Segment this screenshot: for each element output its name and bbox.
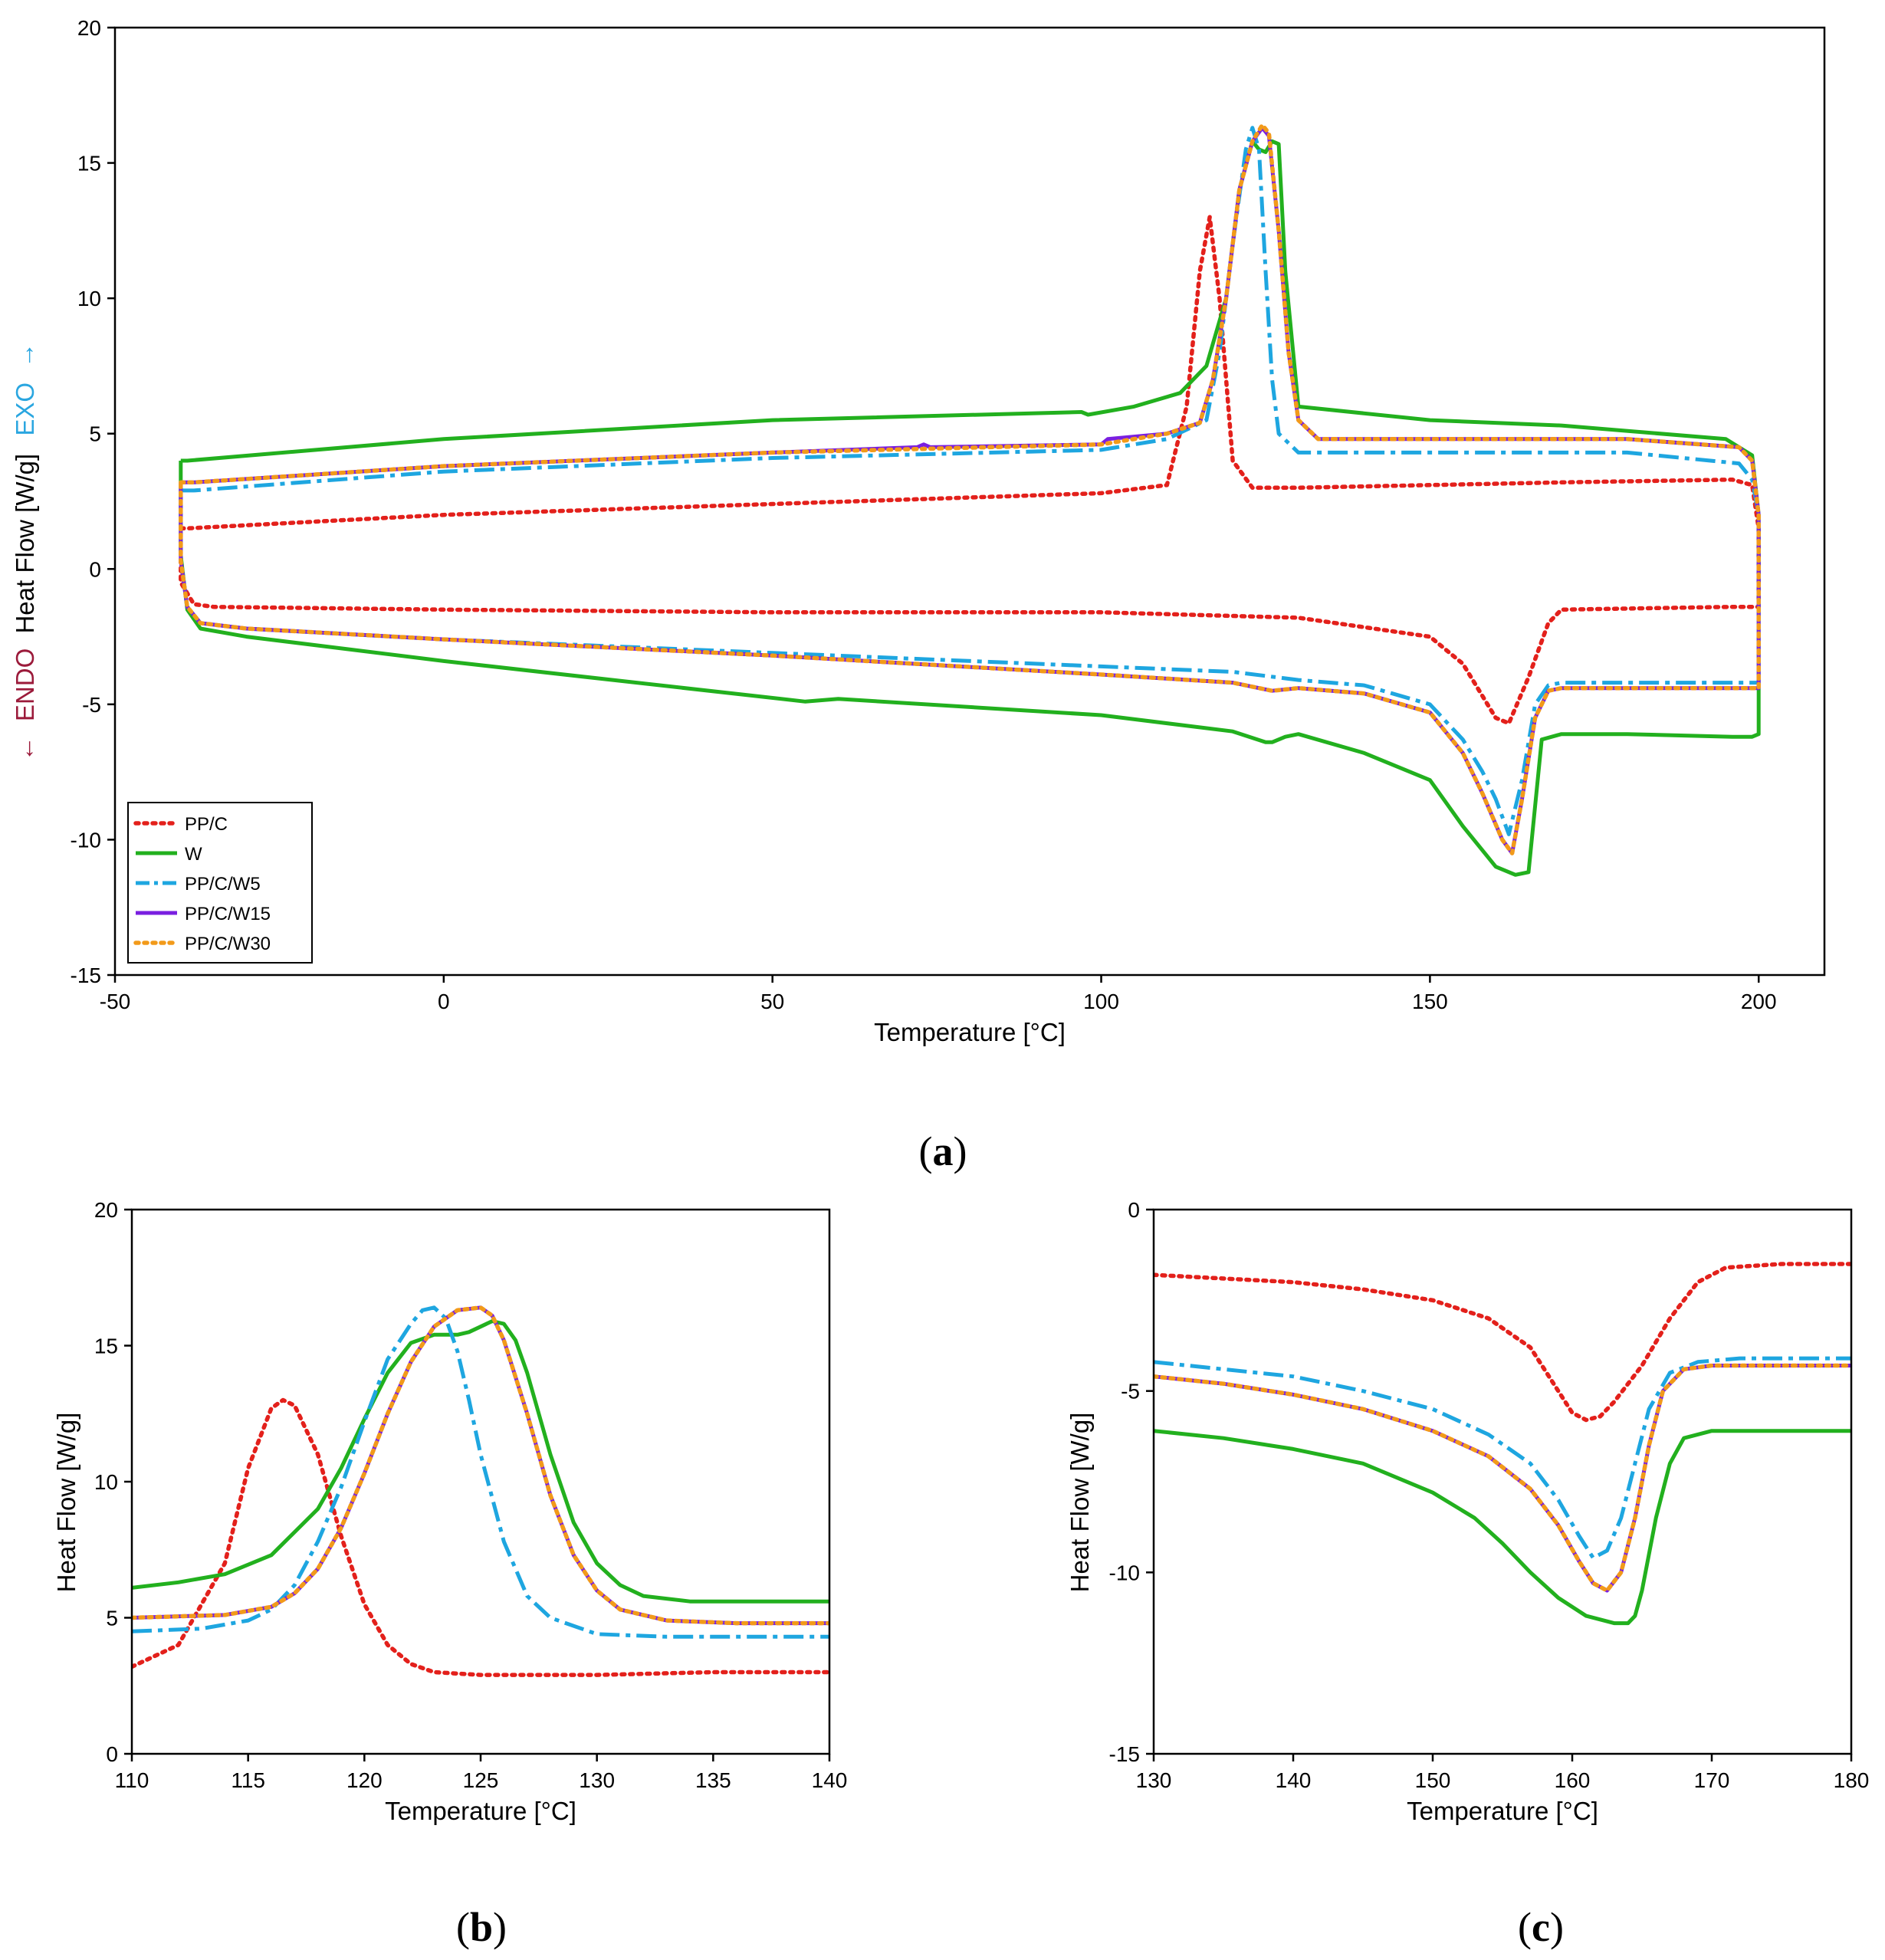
ylabel-a-endo-arrow: ← (11, 736, 39, 761)
x-tick-label-a: -50 (100, 990, 130, 1013)
legend: PP/C W PP/C/W5 PP/C/W15 PP/C/W30 (127, 802, 313, 964)
legend-label-pp-c-w5: PP/C/W5 (185, 874, 261, 895)
panel-label-b: (b) (456, 1904, 507, 1950)
y-tick-label-a: -10 (71, 828, 101, 852)
plot-frame-a (113, 26, 1826, 977)
y-tick-label-b: 0 (106, 1742, 118, 1766)
y-tick-label-a: 10 (77, 287, 101, 310)
legend-label-pp-c-w15: PP/C/W15 (185, 904, 271, 924)
y-tick-label-a: 5 (89, 422, 101, 446)
x-tick-label-b: 125 (463, 1768, 499, 1792)
y-tick-label-b: 15 (94, 1335, 118, 1358)
series-line-pp-c-c (1154, 1262, 1851, 1423)
series-line-pp-c-w15-b (132, 1305, 829, 1626)
series-line-w-a (179, 139, 1761, 877)
x-tick-label-c: 140 (1276, 1768, 1312, 1792)
x-tick-label-c: 180 (1834, 1768, 1870, 1792)
ylabel-a-heat-flow: Heat Flow [W/g] (11, 454, 39, 634)
x-tick-label-c: 160 (1555, 1768, 1591, 1792)
series-line-pp-c-w15-a (179, 126, 1761, 855)
xlabel-c: Temperature [°C] (1407, 1797, 1598, 1825)
x-tick-label-c: 170 (1694, 1768, 1730, 1792)
y-tick-label-c: -10 (1109, 1561, 1140, 1584)
chart-b: 110 115 120 125 130 135 140 0 5 10 15 20 Temperature… (94, 1198, 848, 1825)
series-line-pp-c-w5-c (1154, 1356, 1851, 1560)
legend-label-pp-c: PP/C (185, 814, 228, 835)
ylabel-b: Heat Flow [W/g] (52, 1413, 80, 1593)
series-line-pp-c-w5-a (179, 126, 1761, 836)
series-line-w-c (1154, 1429, 1851, 1626)
y-tick-label-b: 20 (94, 1198, 118, 1222)
legend-box (127, 802, 313, 964)
x-tick-label-a: 50 (760, 990, 784, 1013)
y-tick-label-c: -5 (1121, 1380, 1140, 1404)
ylabel-a: ← ENDO Heat Flow [W/g] EXO → (11, 343, 39, 761)
panel-label-c: (c) (1518, 1904, 1564, 1950)
y-tick-label-a: 15 (77, 152, 101, 176)
series-line-pp-c-w5-b (132, 1305, 829, 1639)
y-tick-label-a: 0 (89, 557, 101, 581)
x-tick-label-b: 115 (231, 1768, 265, 1792)
y-tick-label-b: 10 (94, 1470, 118, 1494)
chart-a: -50 0 50 100 150 200-15-10-505101520Temperatu… (71, 16, 1826, 1046)
x-tick-label-a: 0 (438, 990, 450, 1013)
y-tick-label-c: 0 (1128, 1198, 1140, 1222)
xlabel-a: Temperature [°C] (874, 1018, 1066, 1046)
y-tick-label-c: -15 (1109, 1742, 1140, 1766)
series-line-pp-c-a (179, 215, 1761, 726)
plot-frame-c (1152, 1208, 1853, 1755)
x-tick-label-c: 130 (1136, 1768, 1172, 1792)
x-tick-label-b: 135 (695, 1768, 731, 1792)
y-tick-label-b: 5 (106, 1607, 118, 1630)
series-line-pp-c-w30-c (1154, 1363, 1851, 1593)
series-line-pp-c-w30-a (179, 123, 1761, 855)
x-tick-label-a: 150 (1412, 990, 1448, 1013)
x-tick-label-a: 200 (1741, 990, 1777, 1013)
series-line-w-b (132, 1319, 829, 1604)
series-line-pp-c-w30-b (132, 1305, 829, 1626)
x-tick-label-b: 110 (115, 1768, 149, 1792)
ylabel-a-exo-arrow: → (11, 343, 39, 368)
series-line-pp-c-w15-c (1154, 1364, 1851, 1593)
ylabel-a-endo: ENDO (11, 648, 39, 721)
x-tick-label-b: 130 (579, 1768, 615, 1792)
ylabel-a-exo: EXO (11, 382, 39, 436)
legend-label-pp-c-w30: PP/C/W30 (185, 934, 271, 954)
svg-text:← ENDO Heat Flow [: ← ENDO Heat Flow [W/g] EXO → (11, 343, 39, 761)
x-tick-label-a: 100 (1083, 990, 1119, 1013)
chart-c: 130 140 150 160 170 180 -15 -10 -5 0 Temperature [… (1109, 1198, 1870, 1825)
y-tick-label-a: -5 (82, 693, 101, 717)
legend-label-w: W (185, 844, 202, 865)
series-line-pp-c-b (132, 1397, 829, 1677)
x-tick-label-c: 150 (1415, 1768, 1451, 1792)
xlabel-b: Temperature [°C] (385, 1797, 576, 1825)
ylabel-c: Heat Flow [W/g] (1066, 1413, 1094, 1593)
x-tick-label-b: 120 (346, 1768, 383, 1792)
y-tick-label-a: 20 (77, 16, 101, 40)
y-tick-label-a: -15 (71, 964, 101, 987)
panel-label-a: (a) (919, 1128, 967, 1174)
x-tick-label-b: 140 (812, 1768, 848, 1792)
